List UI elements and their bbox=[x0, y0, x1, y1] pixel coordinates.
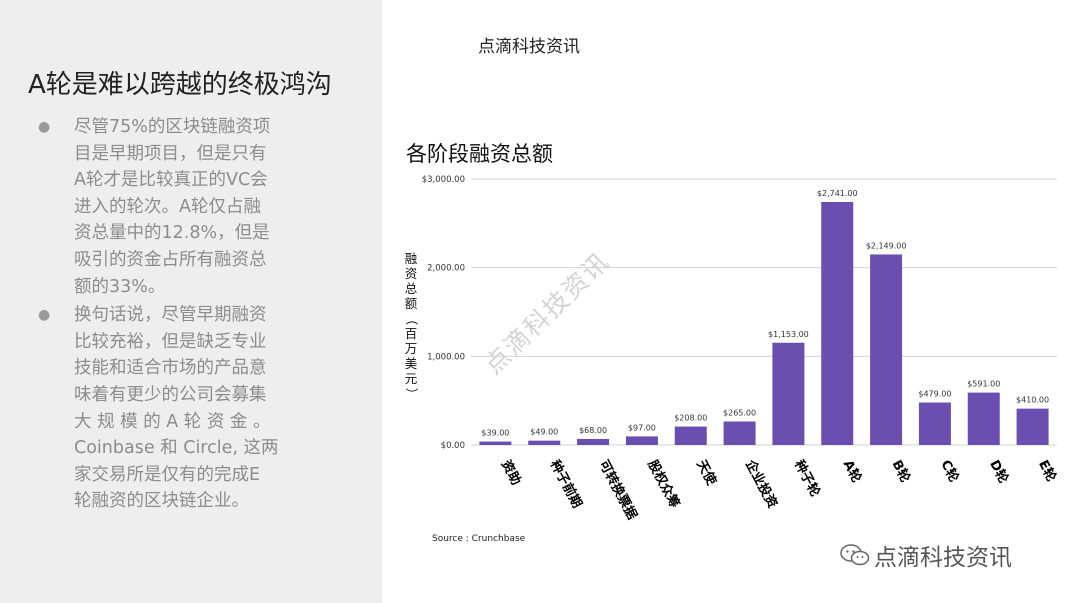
x-tick-label: 可转换票据 bbox=[596, 457, 641, 522]
y-axis-label-char: 资 bbox=[405, 266, 418, 281]
y-tick-label: $0.00 bbox=[441, 441, 465, 451]
bullet-dot-icon: ● bbox=[38, 119, 51, 135]
bar-9 bbox=[870, 254, 903, 445]
data-label: $479.00 bbox=[918, 390, 951, 399]
data-label: $49.00 bbox=[530, 428, 558, 437]
y-axis-label-char: 美 bbox=[405, 356, 418, 371]
bullet-line: 家交易所是仅有的完成E bbox=[74, 464, 261, 485]
header-title: 点滴科技资讯 bbox=[478, 37, 580, 57]
bullet-item-1: ● 尽管75%的区块链融资项 目是早期项目，但是只有 A轮才是比较真正的VC会 … bbox=[34, 114, 334, 300]
bullet-line: 目是早期项目，但是只有 bbox=[74, 143, 267, 164]
bar-4 bbox=[625, 436, 658, 445]
data-label: $39.00 bbox=[481, 429, 509, 438]
y-axis-label-char: 总 bbox=[405, 281, 418, 296]
data-label: $591.00 bbox=[967, 380, 1000, 389]
x-tick-label: A轮 bbox=[840, 457, 865, 485]
data-label: $97.00 bbox=[628, 423, 656, 432]
x-tick-label: 资助 bbox=[498, 457, 524, 487]
source-note: Source : Crunchbase bbox=[432, 534, 526, 544]
y-axis-label-char: 百 bbox=[405, 326, 418, 341]
slide-title: A轮是难以跨越的终极鸿沟 bbox=[28, 70, 332, 100]
bullet-line: 进入的轮次。A轮仅占融 bbox=[74, 196, 261, 217]
data-label: $2,149.00 bbox=[866, 241, 907, 250]
bullet-line: 比较充裕，但是缺乏专业 bbox=[74, 331, 267, 352]
bullet-line: Coinbase 和 Circle, 这两 bbox=[74, 438, 279, 459]
bar-5 bbox=[674, 426, 707, 445]
y-axis-label-char: （ bbox=[404, 313, 419, 326]
x-tick-label: 企业投资 bbox=[742, 456, 781, 510]
bullet-line: 大 规 模 的 A 轮 资 金 。 bbox=[74, 411, 271, 432]
bullet-line: 吸引的资金占所有融资总 bbox=[74, 249, 267, 270]
x-tick-label: 天使 bbox=[693, 457, 720, 488]
bullet-line: 尽管75%的区块链融资项 bbox=[74, 117, 271, 137]
bullet-list: ● 尽管75%的区块链融资项 目是早期项目，但是只有 A轮才是比较真正的VC会 … bbox=[34, 114, 334, 517]
bar-2 bbox=[528, 440, 561, 445]
x-tick-label: 股权众筹 bbox=[644, 457, 683, 510]
data-label: $410.00 bbox=[1016, 396, 1049, 405]
bullet-line: 额的33%。 bbox=[74, 276, 166, 297]
bar-7 bbox=[772, 342, 805, 445]
brand: 点滴科技资讯 bbox=[840, 538, 1012, 572]
x-tick-label: 种子轮 bbox=[790, 456, 823, 499]
y-axis-label-char: ） bbox=[404, 388, 419, 401]
x-tick-label: B轮 bbox=[889, 457, 914, 485]
y-axis-label-char: 额 bbox=[405, 296, 418, 311]
bar-6 bbox=[723, 421, 756, 445]
bullet-line: 资总量中的12.8%，但是 bbox=[74, 223, 270, 244]
bullet-item-2: ● 换句话说，尽管早期融资 比较充裕，但是缺乏专业 技能和适合市场的产品意 味着… bbox=[34, 302, 334, 515]
bullet-line: 轮融资的区块链企业。 bbox=[74, 491, 249, 512]
bullet-dot-icon: ● bbox=[38, 307, 51, 324]
bar-12 bbox=[1016, 408, 1049, 445]
data-label: $265.00 bbox=[723, 409, 756, 418]
x-tick-label: D轮 bbox=[986, 457, 1011, 486]
y-tick-label: 2,000.00 bbox=[427, 264, 465, 274]
data-label: $2,741.00 bbox=[817, 189, 858, 198]
y-axis-label-char: 万 bbox=[405, 341, 418, 356]
brand-name: 点滴科技资讯 bbox=[874, 545, 1012, 571]
bullet-line: 味着有更少的公司会募集 bbox=[74, 384, 267, 405]
data-label: $1,153.00 bbox=[768, 330, 809, 339]
data-label: $68.00 bbox=[579, 426, 607, 435]
bar-8 bbox=[821, 201, 854, 445]
y-tick-label: 1,000.00 bbox=[427, 352, 465, 362]
bar-1 bbox=[479, 441, 512, 445]
data-label: $208.00 bbox=[674, 414, 707, 423]
y-axis-label-char: 融 bbox=[405, 251, 418, 266]
bullet-line: 换句话说，尽管早期融资 bbox=[74, 305, 267, 326]
y-tick-label: $3,000.00 bbox=[422, 175, 465, 185]
bullet-line: 技能和适合市场的产品意 bbox=[74, 358, 267, 379]
x-tick-label: 种子前期 bbox=[546, 456, 585, 510]
y-axis-label-char: 元 bbox=[405, 371, 418, 386]
chart-title: 各阶段融资总额 bbox=[406, 142, 553, 166]
text-panel: A轮是难以跨越的终极鸿沟 ● 尽管75%的区块链融资项 目是早期项目，但是只有 … bbox=[0, 0, 382, 603]
bar-11 bbox=[967, 392, 1000, 445]
x-tick-label: C轮 bbox=[937, 457, 962, 484]
bar-3 bbox=[577, 438, 610, 445]
bullet-line: A轮才是比较真正的VC会 bbox=[74, 170, 268, 191]
wechat-icon bbox=[840, 544, 870, 566]
x-tick-label: E轮 bbox=[1035, 457, 1059, 484]
bar-10 bbox=[918, 402, 951, 445]
